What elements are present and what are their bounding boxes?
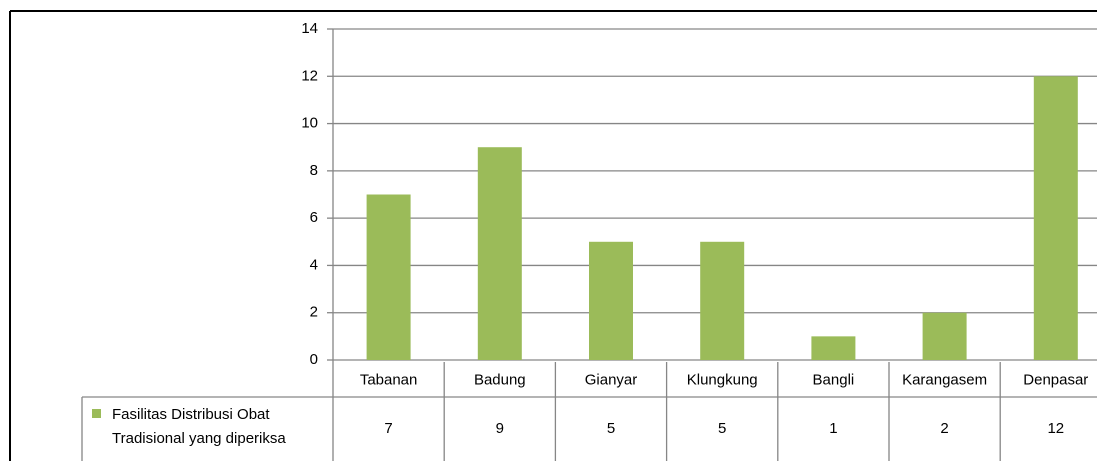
legend-key [92,409,101,418]
table-value: 1 [829,420,837,437]
bar [811,336,856,360]
bar [589,241,633,360]
x-tick-label: Klungkung [687,371,758,388]
x-tick-label: Denpasar [1023,371,1088,388]
legend-label: Fasilitas Distribusi Obat Tradisional ya… [112,406,286,447]
y-tick-label: 12 [301,67,318,84]
bar [922,312,967,360]
x-tick-label: Tabanan [360,371,418,388]
y-tick-label: 0 [310,351,318,368]
bar [477,147,522,360]
y-tick-label: 4 [310,256,318,273]
x-tick-label: Badung [474,371,526,388]
bar [1033,76,1078,361]
bar [366,194,411,360]
y-tick-label: 2 [310,304,318,321]
y-tick-label: 8 [310,162,318,179]
bar [700,241,745,360]
y-tick-label: 10 [301,115,318,132]
table-value: 12 [1047,420,1064,437]
x-tick-label: Karangasem [902,371,987,388]
x-tick-label: Bangli [813,371,855,388]
y-tick-label: 14 [301,20,318,37]
y-tick-label: 6 [310,209,318,226]
table-value: 7 [384,420,392,437]
table-value: 9 [496,420,504,437]
table-value: 2 [940,420,948,437]
x-tick-label: Gianyar [585,371,638,388]
table-value: 5 [718,420,726,437]
table-value: 5 [607,420,615,437]
